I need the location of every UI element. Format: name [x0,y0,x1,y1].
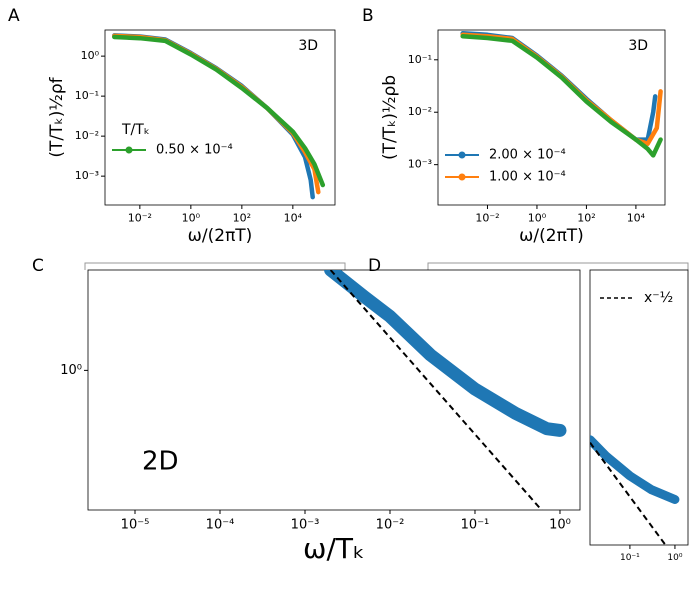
x-tick-label: 10⁰ [528,212,547,225]
x-tick-label: 10² [577,212,595,225]
x-tick-label: 10⁰ [549,518,571,533]
x-tick-label: 10⁻³ [291,518,320,533]
series-line [324,270,567,437]
series-group [460,31,663,158]
x-tick-label: 10² [233,212,251,225]
x-axis-label: ω/(2πT) [188,226,253,246]
x-tick-label: 10⁻¹ [620,553,640,563]
y-axis-label: (T/Tₖ)½ρf [47,76,67,157]
panel-label: D [368,256,381,276]
x-tick-label: 10⁰ [182,212,201,225]
panel-bracket [84,262,689,270]
legend-label: 0.50 × 10⁻⁴ [156,143,233,158]
y-tick-label: 10⁻³ [75,169,99,182]
series-group [112,33,326,200]
series-line [460,31,658,142]
y-tick-label: 10⁻¹ [408,53,432,66]
series-line [329,270,543,510]
plot-frame [589,269,689,546]
x-axis-label: ω/Tₖ [303,532,365,565]
panel-label: B [362,6,374,26]
panel-label: A [8,6,20,26]
x-tick-label: 10⁻² [376,518,405,533]
series-line [112,34,326,188]
y-axis-label: (T/Tₖ)½ρb [380,75,400,160]
series-group [324,270,567,510]
panel-label: C [32,256,44,276]
series-line [112,33,321,195]
legend-label: 2.00 × 10⁻⁴ [489,148,566,163]
series-line [460,34,663,158]
plot-frame [437,29,666,206]
legend-label: x⁻½ [644,290,673,306]
series-line [590,435,680,504]
y-tick-label: 10⁻¹ [75,89,99,102]
plot-frame [104,29,336,206]
x-tick-label: 10⁻² [475,212,499,225]
y-tick-label: 10⁻³ [408,158,432,171]
y-tick-label: 10⁰ [81,49,100,62]
y-tick-label: 10⁰ [60,363,82,378]
x-tick-label: 10⁴ [627,212,646,225]
x-tick-label: 10⁻¹ [461,518,490,533]
annotation: 2D [142,447,179,477]
series-line [590,442,667,545]
series-line [112,33,315,200]
annotation: 3D [298,38,318,54]
x-axis-label: ω/(2πT) [519,226,584,246]
annotation: 3D [628,38,648,54]
legend-label: 1.00 × 10⁻⁴ [489,170,566,185]
series-group [590,435,680,545]
x-tick-label: 10⁻² [128,212,152,225]
x-tick-label: 10⁻⁴ [206,518,235,533]
legend-marker [458,173,466,181]
y-tick-label: 10⁻² [408,105,432,118]
x-tick-label: 10⁰ [667,553,682,563]
y-tick-label: 10⁻² [75,129,99,142]
legend-marker [458,151,466,159]
legend-marker [125,146,133,154]
legend-title: T/Tₖ [121,122,150,138]
x-tick-label: 10⁻⁵ [121,518,150,533]
x-tick-label: 10⁴ [284,212,303,225]
